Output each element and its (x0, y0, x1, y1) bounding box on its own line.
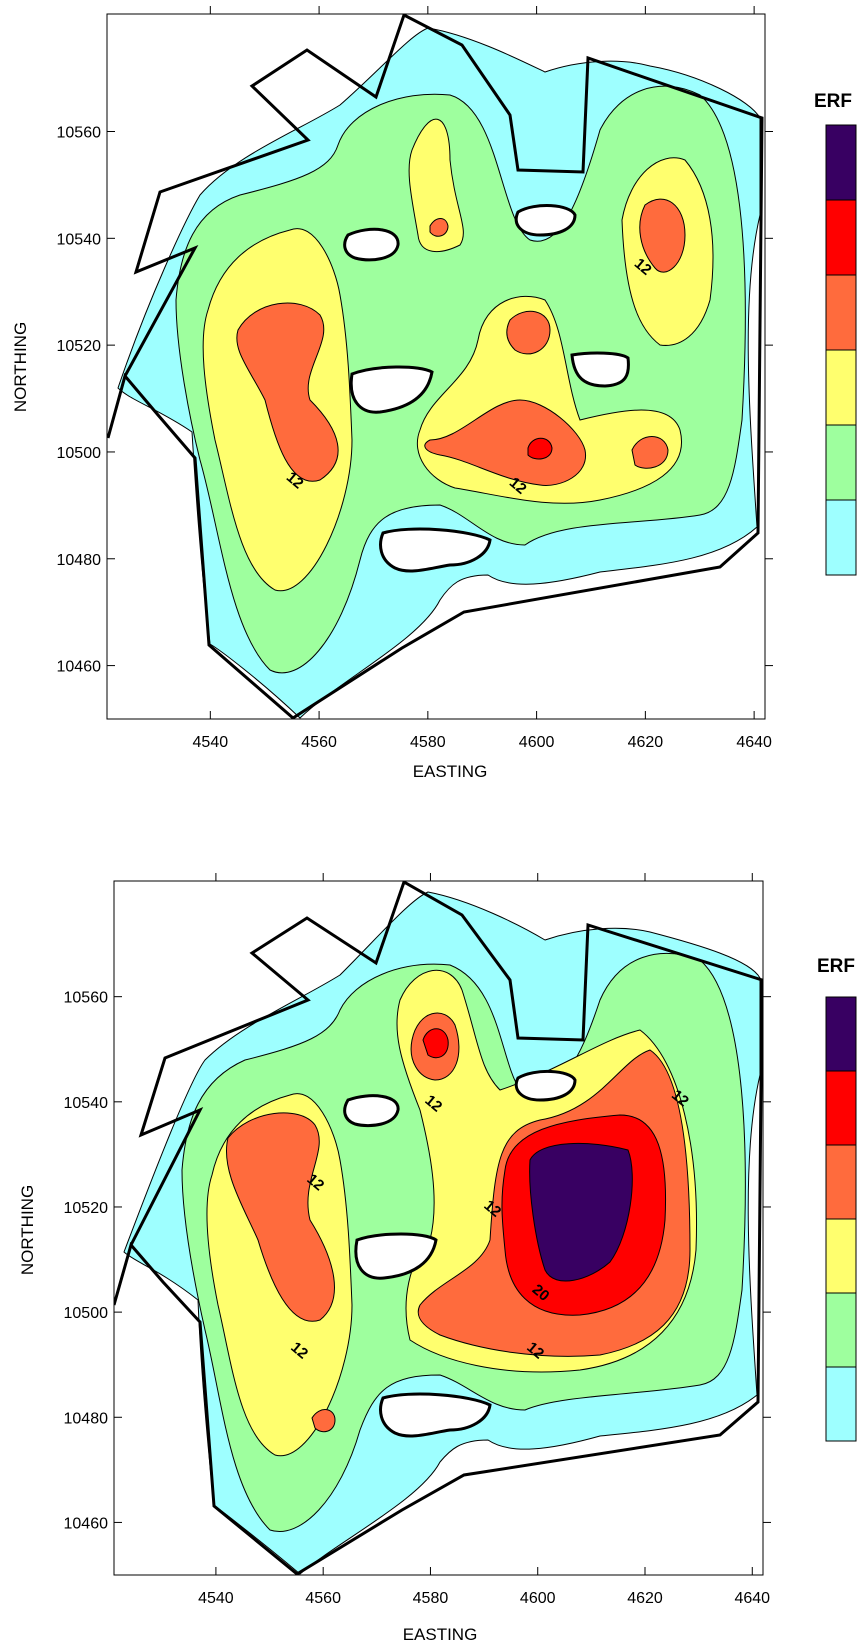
contour-fill-level-4b (422, 1028, 449, 1059)
legend-swatch (825, 499, 857, 576)
y-tick-label: 10500 (57, 445, 102, 462)
data-gap-4 (570, 351, 630, 388)
contour-label: 12 (480, 1197, 504, 1221)
x-tick-label: 4560 (301, 734, 337, 751)
x-tick-label: 4640 (734, 1590, 770, 1607)
contour-map-panel-2: 4540 4560 4580 4600 4620 4640 10460 10480 10500 1… (18, 873, 857, 1644)
data-gap-2 (349, 365, 434, 414)
y-tick-label: 10520 (64, 1200, 109, 1217)
y-tick-label: 10480 (57, 552, 102, 569)
y-axis-label: NORTHING (11, 322, 30, 412)
data-gap-2 (354, 1232, 438, 1280)
map-boundary (107, 14, 764, 719)
x-axis-label: EASTING (403, 1625, 478, 1644)
data-gap-5 (379, 1392, 492, 1438)
legend-swatch (825, 996, 857, 1072)
axes-panel-1: 4540 4560 4580 4600 4620 4640 10460 10480 10500 1… (57, 6, 773, 751)
contour-label: 12 (303, 1171, 327, 1195)
x-tick-label: 4540 (193, 734, 229, 751)
y-tick-label: 10560 (57, 125, 102, 142)
x-tick-label: 4620 (628, 734, 664, 751)
contour-fill-level-2b (408, 118, 464, 253)
contour-label: 12 (283, 469, 307, 493)
data-gap-1 (343, 1094, 400, 1128)
data-gap-5 (379, 527, 492, 573)
y-tick-label: 10560 (64, 990, 109, 1007)
x-tick-label: 4640 (736, 734, 772, 751)
legend-swatch (825, 1218, 857, 1294)
contour-fill-level-3a (226, 1112, 335, 1322)
contour-fill-level-3d (311, 1409, 336, 1433)
y-tick-label: 10460 (64, 1515, 109, 1532)
x-tick-label: 4580 (413, 1590, 449, 1607)
y-tick-label: 10480 (64, 1410, 109, 1427)
legend-swatch (825, 1070, 857, 1146)
contour-fill-level-3d (639, 198, 686, 273)
axes-panel-2: 4540 4560 4580 4600 4620 4640 10460 10480 10500 1… (64, 873, 771, 1607)
legend-swatch (825, 199, 857, 276)
legend-swatch (825, 1366, 857, 1442)
legend-swatch (825, 274, 857, 351)
x-tick-label: 4600 (519, 734, 555, 751)
contour-fill-level-4 (527, 437, 553, 460)
contour-label: 12 (421, 1092, 445, 1116)
y-tick-label: 10540 (64, 1095, 109, 1112)
x-tick-label: 4620 (627, 1590, 663, 1607)
legend-swatch (825, 1292, 857, 1368)
y-tick-label: 10460 (57, 659, 102, 676)
data-gap-1 (343, 227, 400, 262)
contour-fill-level-3c (506, 310, 551, 355)
contour-fill-level-3b (424, 399, 586, 486)
y-tick-label: 10500 (64, 1305, 109, 1322)
legend-swatch (825, 1144, 857, 1220)
contour-fill-level-3a (236, 302, 339, 482)
x-axis-label: EASTING (413, 762, 488, 781)
contour-fill-level-3f (429, 218, 449, 237)
y-axis-label: NORTHING (18, 1185, 37, 1275)
y-tick-label: 10540 (57, 231, 102, 248)
contour-fill-level-5 (529, 1143, 633, 1282)
legend-title: ERF (814, 91, 852, 112)
contour-map-panel-1: 4540 4560 4580 4600 4620 4640 10460 10480 10500 1… (11, 6, 857, 781)
x-tick-label: 4600 (520, 1590, 556, 1607)
x-tick-label: 4560 (305, 1590, 341, 1607)
data-gap-3 (514, 204, 577, 237)
plot-frame (113, 880, 764, 1576)
legend-title: ERF (817, 956, 855, 977)
y-tick-label: 10520 (57, 338, 102, 355)
legend-swatch (825, 424, 857, 501)
legend-swatch (825, 349, 857, 426)
plot-frame (106, 13, 766, 720)
data-gap-3 (514, 1069, 577, 1102)
x-tick-label: 4540 (198, 1590, 234, 1607)
color-legend-panel-1 (825, 124, 857, 576)
x-tick-label: 4580 (410, 734, 446, 751)
color-legend-panel-2 (825, 996, 857, 1442)
legend-swatch (825, 124, 857, 201)
contour-fill-level-3e (631, 436, 669, 469)
map-boundary (114, 881, 763, 1575)
